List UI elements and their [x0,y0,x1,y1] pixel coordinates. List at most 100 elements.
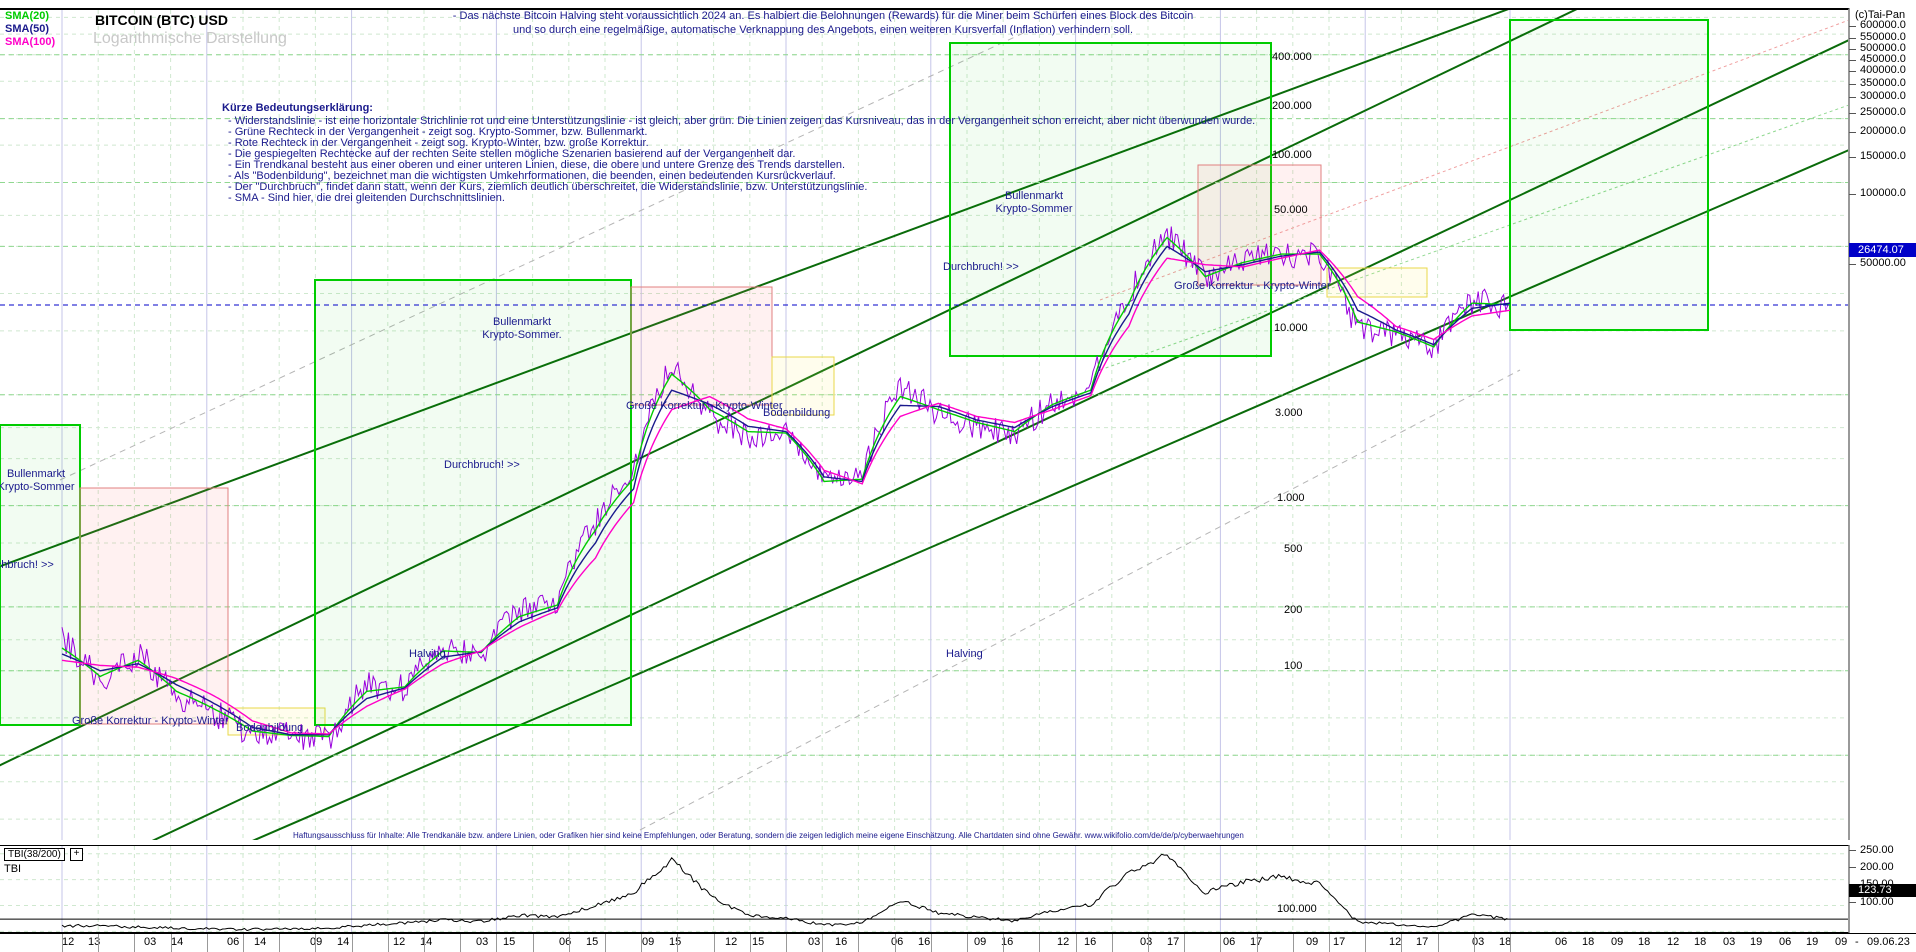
price-tick-mark [1849,60,1856,61]
date-axis-separator [713,934,715,952]
price-tick-mark [1849,38,1856,39]
date-tick-label: 14 [337,936,350,948]
date-tick-label: 15 [503,936,516,948]
price-level-100000: 100.000 [1272,149,1312,161]
date-tick-label: 16 [1084,936,1097,948]
explanation-line-6: - Der "Durchbruch", findet dann statt, w… [228,181,868,193]
price-tick-mark [1849,71,1856,72]
price-level-200000: 200.000 [1272,100,1312,112]
plus-icon[interactable]: + [70,848,83,861]
date-axis-separator [605,934,606,952]
date-axis-separator [1256,934,1258,952]
axis-dash: - [1855,936,1859,948]
last-date-label: 09.06.23 [1867,936,1910,948]
date-tick-label: 16 [835,936,848,948]
date-axis-separator [279,934,281,952]
date-axis-separator [1510,934,1511,952]
date-tick-label: 14 [171,936,184,948]
date-tick-label: 06 [891,936,904,948]
date-tick-label: 16 [918,936,931,948]
price-tick-label: 100000.0 [1860,187,1906,199]
tbi-tick-mark [1849,867,1856,868]
chart-subtitle: Logarithmische Darstellung [93,30,287,47]
sma50-legend[interactable]: SMA(50) [5,23,50,35]
date-tick-label: 03 [1723,936,1736,948]
date-axis-separator [1437,934,1439,952]
date-tick-label: 09 [1611,936,1624,948]
annotation-text: Bullenmarkt Krypto-Sommer [0,468,75,493]
sma20-legend[interactable]: SMA(20) [5,10,50,22]
date-axis-separator [1148,934,1149,952]
annotation-halving-1: Halving [409,648,446,660]
tbi-tick-mark [1849,902,1856,903]
tbi-settings-label[interactable]: TBI(38/200) [4,848,65,861]
price-level-500: 500 [1284,543,1303,555]
date-tick-label: 06 [559,936,572,948]
annotation-text: Bullenmarkt Krypto-Sommer [995,190,1073,215]
annotation-korrektur-1: Große Korrektur - Krypto-Winter [72,715,229,727]
page-title: BITCOIN (BTC) USD [95,12,228,28]
price-tick-mark [1849,84,1856,85]
date-axis-separator [786,934,787,952]
price-tick-mark [1849,97,1856,98]
price-level-50000: 50.000 [1274,204,1308,216]
tbi-tick-label: 200.00 [1860,861,1894,873]
sma100-legend[interactable]: SMA(100) [5,36,56,48]
price-tick-mark [1849,194,1856,195]
date-tick-label: 17 [1416,936,1429,948]
tbi-indicator-chart[interactable]: TBI(38/200) + TBI 100.000 [0,845,1849,933]
halving-note-line1: - Das nächste Bitcoin Halving steht vora… [452,10,1194,22]
price-level-1000: 1.000 [1277,492,1305,504]
date-axis-separator [1075,934,1077,952]
current-price-badge: 26474.07 [1849,243,1916,257]
halving-note-line2: und so durch eine regelmäßige, automatis… [512,24,1134,36]
date-axis-separator [677,934,679,952]
tbi-name-label: TBI [4,863,22,875]
price-tick-label: 50000.00 [1860,257,1906,269]
date-axis-separator [387,934,389,952]
date-axis-separator [1473,934,1475,952]
date-tick-label: 19 [1750,936,1763,948]
date-axis-separator [930,934,932,952]
date-tick-label: 06 [1223,936,1236,948]
price-tick-label: 350000.0 [1860,77,1906,89]
main-price-chart[interactable]: BITCOIN (BTC) USD Logarithmische Darstel… [0,8,1849,840]
date-tick-label: 03 [808,936,821,948]
annotation-korrektur-3: Große Korrektur - Krypto-Winter [1174,280,1331,292]
date-tick-label: 12 [1667,936,1680,948]
date-axis-separator [424,934,425,952]
price-tick-mark [1849,157,1856,158]
date-axis[interactable]: 12 13 03 14 06 14 09 14 12 14 03 15 06 15 09 15 12 15 03 16… [0,933,1849,952]
annotation-korrektur-2: Große Korrektur - Krypto-Winter [626,400,783,412]
price-tick-label: 550000.0 [1860,31,1906,43]
price-tick-mark [1849,113,1856,114]
date-axis-separator [749,934,751,952]
date-tick-label: 17 [1333,936,1346,948]
annotation-bullenmarkt-3: Bullenmarkt Krypto-Sommer [940,190,1128,216]
date-axis-separator [1401,934,1403,952]
date-tick-label: 06 [1779,936,1792,948]
price-level-10000: 10.000 [1274,322,1308,334]
price-tick-mark [1849,264,1856,265]
date-tick-label: 06 [227,936,240,948]
date-axis-separator [967,934,968,952]
date-tick-label: 09 [1835,936,1848,948]
explanation-line-4: - Ein Trendkanal besteht aus einer obere… [228,159,846,171]
date-tick-label: 14 [254,936,267,948]
date-axis-separator [315,934,317,952]
price-axis[interactable]: (c)Tai-Pan 600000.0 550000.0 500000.0 45000… [1849,8,1916,840]
date-axis-separator [460,934,462,952]
price-tick-label: 300000.0 [1860,90,1906,102]
date-tick-label: 14 [420,936,433,948]
date-axis-separator [206,934,208,952]
price-tick-label: 600000.0 [1860,19,1906,31]
axis-line [1849,8,1850,840]
annotation-durchbruch-2: Durchbruch! >> [444,459,520,471]
date-axis-separator [568,934,570,952]
explanation-line-1: - Grüne Rechteck in der Vergangenheit - … [228,126,648,138]
price-tick-label: 450000.0 [1860,53,1906,65]
date-tick-label: 03 [144,936,157,948]
price-level-200: 200 [1284,604,1303,616]
